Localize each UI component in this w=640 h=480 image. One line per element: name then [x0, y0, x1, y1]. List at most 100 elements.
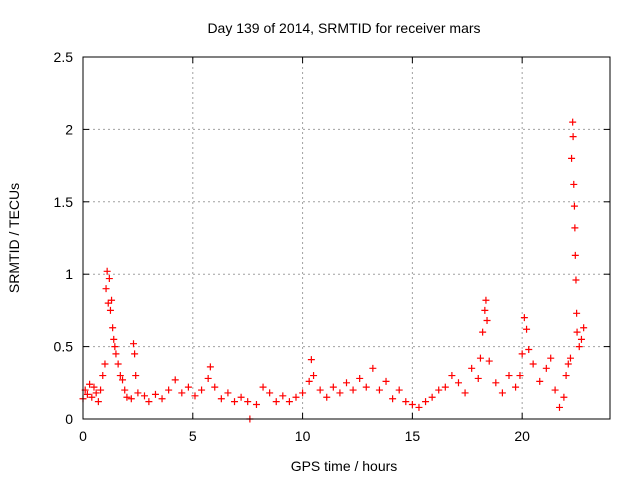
data-point [88, 393, 96, 401]
data-point [299, 389, 307, 397]
data-point [568, 154, 576, 162]
data-point [580, 324, 588, 332]
data-point [435, 386, 443, 394]
data-point [316, 386, 324, 394]
data-point [259, 383, 267, 391]
data-point [116, 372, 124, 380]
data-point [349, 386, 357, 394]
data-point [108, 296, 116, 304]
data-point [131, 350, 139, 358]
data-point [461, 389, 469, 397]
y-tick-label: 2.5 [54, 49, 74, 65]
data-point [555, 403, 563, 411]
data-point [520, 314, 528, 322]
data-point [474, 374, 482, 382]
data-point [382, 377, 390, 385]
data-point [285, 398, 293, 406]
data-point [266, 389, 274, 397]
data-point [211, 383, 219, 391]
data-point [505, 372, 513, 380]
x-tick-label: 0 [79, 428, 87, 444]
data-point [86, 380, 94, 388]
data-point [571, 251, 579, 259]
data-point [191, 392, 199, 400]
data-point [551, 386, 559, 394]
x-tick-label: 5 [189, 428, 197, 444]
data-point [573, 328, 581, 336]
data-point [575, 343, 583, 351]
data-point [307, 356, 315, 364]
data-point [542, 364, 550, 372]
data-point [134, 389, 142, 397]
data-point [518, 350, 526, 358]
data-point [441, 383, 449, 391]
data-point [111, 343, 119, 351]
y-tick-label: 2 [65, 121, 73, 137]
data-point [343, 379, 350, 387]
grid-lines [83, 57, 610, 419]
data-point [395, 386, 403, 394]
data-point [577, 335, 585, 343]
data-point [566, 354, 574, 362]
data-points [79, 118, 588, 423]
data-point [428, 393, 436, 401]
x-tick-label: 20 [514, 428, 530, 444]
data-point [572, 276, 580, 284]
data-point [408, 401, 416, 409]
data-point [483, 317, 491, 325]
data-point [106, 306, 114, 314]
data-point [123, 393, 131, 401]
data-point [105, 275, 113, 283]
data-point [83, 390, 91, 398]
data-point [476, 354, 484, 362]
data-point [140, 392, 148, 400]
data-point [272, 398, 280, 406]
data-point [101, 360, 109, 368]
data-point [151, 390, 159, 398]
data-point [564, 360, 572, 368]
data-point [114, 360, 122, 368]
data-point [92, 389, 100, 397]
data-point [217, 395, 225, 403]
data-point [569, 133, 577, 141]
data-point [560, 393, 568, 401]
data-point [336, 389, 344, 397]
data-point [415, 403, 423, 411]
y-tick-label: 1.5 [54, 194, 74, 210]
y-axis-label: SRMTID / TECUs [6, 183, 22, 293]
data-point [492, 379, 500, 387]
data-point [109, 324, 117, 332]
data-point [292, 393, 300, 401]
data-point [529, 360, 537, 368]
x-axis-label: GPS time / hours [291, 458, 398, 474]
data-point [94, 398, 102, 406]
data-point [422, 398, 430, 406]
data-point [112, 350, 120, 358]
data-point [119, 376, 127, 384]
data-point [562, 372, 570, 380]
plot-frame [82, 56, 611, 420]
axis-ticks: 0 5 10 15 20 0 0.5 1 1.5 2 2.5 [54, 49, 610, 444]
data-point [570, 180, 578, 188]
data-point [102, 285, 110, 293]
data-point [498, 389, 506, 397]
data-point [536, 377, 544, 385]
data-point [231, 398, 239, 406]
data-point [90, 383, 98, 391]
data-point [171, 376, 179, 384]
data-point [573, 309, 581, 317]
y-tick-label: 0 [65, 411, 73, 427]
data-point [121, 386, 129, 394]
data-point [323, 393, 331, 401]
data-point [204, 374, 212, 382]
data-point [448, 372, 456, 380]
x-tick-label: 10 [295, 428, 311, 444]
data-point [525, 345, 533, 353]
data-point [99, 372, 107, 380]
data-point [279, 392, 287, 400]
chart-title: Day 139 of 2014, SRMTID for receiver mar… [207, 20, 480, 36]
data-point [237, 393, 245, 401]
data-point [479, 328, 487, 336]
data-point [569, 118, 577, 126]
data-point [369, 364, 377, 372]
